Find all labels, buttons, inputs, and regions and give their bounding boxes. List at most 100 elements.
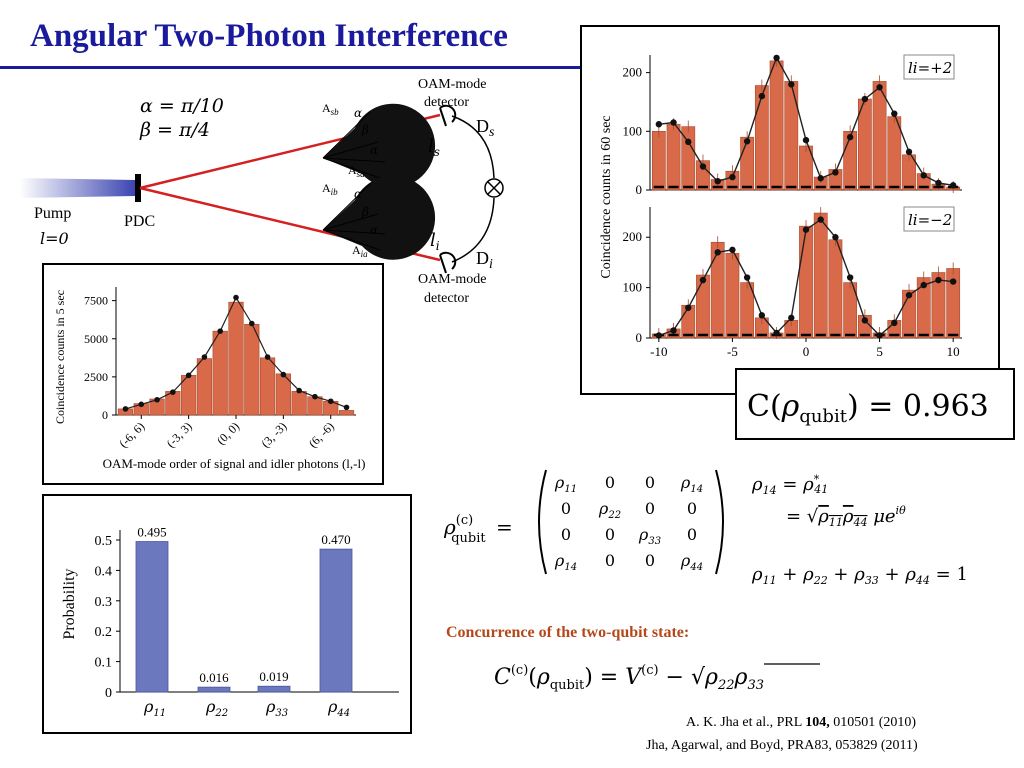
theory-point xyxy=(773,54,780,62)
theory-point xyxy=(729,246,736,254)
y-tick-label: 0.1 xyxy=(95,656,113,671)
theory-point xyxy=(138,401,145,408)
theory-point xyxy=(714,177,721,185)
bar-data-label: 0.470 xyxy=(321,532,350,547)
theory-point xyxy=(743,274,751,281)
beta-mark-bottom: β xyxy=(361,205,369,219)
theory-point xyxy=(343,404,350,411)
theory-point xyxy=(699,276,707,284)
pump-label: Pump xyxy=(34,205,71,222)
alpha-equation: α = π/10 xyxy=(140,95,224,117)
matrix-cell: ρ33 xyxy=(638,525,661,547)
theory-point xyxy=(327,398,334,405)
y-tick-label: 0.2 xyxy=(95,625,113,640)
y-tick-label: 100 xyxy=(623,280,643,295)
x-tick-label: (-6, 6) xyxy=(116,419,147,450)
x-category-label: ρ33 xyxy=(265,697,288,719)
theory-point xyxy=(891,319,898,327)
y-tick-label: 7500 xyxy=(84,294,108,308)
probability-y-axis-label: Probability xyxy=(61,568,78,639)
top-detector-label-2: detector xyxy=(424,95,469,110)
coincidence-circuit-icon xyxy=(484,178,504,198)
theory-point xyxy=(861,317,869,324)
pump-beam xyxy=(20,178,136,198)
bar xyxy=(651,131,666,191)
x-tick-label: 5 xyxy=(876,344,883,359)
concurrence-formula: C(c)(ρqubit) = V(c) − √ρ22ρ33 xyxy=(494,663,820,693)
theory-point xyxy=(949,278,957,285)
detector-i-icon xyxy=(439,251,457,270)
y-tick-label: 0.3 xyxy=(95,595,113,610)
matrix-cell: 0 xyxy=(561,525,571,544)
top-detector-label-1: OAM-mode xyxy=(418,77,486,92)
theory-point xyxy=(743,138,751,145)
bar xyxy=(244,323,260,416)
concurrence-title: Concurrence of the two-qubit state: xyxy=(446,624,690,641)
beta-mark-top: β xyxy=(361,123,369,137)
theory-point xyxy=(154,396,160,403)
oam-spectrum-chart: Coincidence counts in 5 sec 0 2500 5000 7500… xyxy=(53,287,365,471)
theory-point xyxy=(817,175,824,182)
ds-label: Ds xyxy=(476,116,495,140)
theory-point xyxy=(714,249,721,256)
theory-point xyxy=(312,393,318,400)
theory-point xyxy=(699,163,707,170)
reference-1: A. K. Jha et al., PRL 104, 010501 (2010) xyxy=(686,715,917,730)
theory-point xyxy=(949,182,957,189)
bar xyxy=(799,225,813,339)
x-tick-label: -5 xyxy=(727,344,738,359)
y-tick-label: 200 xyxy=(623,229,643,244)
y-tick-label: 5000 xyxy=(84,332,108,346)
bar xyxy=(754,85,769,191)
matrix-cell: 0 xyxy=(687,525,697,544)
concurrence-formula-text: C(c)(ρqubit) = V(c) − √ρ22ρ33 xyxy=(494,663,764,693)
bar xyxy=(740,136,755,191)
theory-point xyxy=(817,216,824,223)
theory-point xyxy=(846,133,854,141)
beta-equation: β = π/4 xyxy=(139,119,210,141)
theory-point xyxy=(264,354,271,360)
spectrum-y-axis-label: Coincidence counts in 5 sec xyxy=(53,290,67,424)
bottom-detector-label-1: OAM-mode xyxy=(418,272,486,287)
x-category-label: ρ44 xyxy=(327,697,350,719)
probability-bar xyxy=(257,685,291,693)
theory-point xyxy=(233,294,239,301)
rho-lhs: ρ(c) qubit = xyxy=(443,513,513,546)
detector-s-icon xyxy=(439,104,457,123)
fringe-panel: Coincidence counts in 60 sec 0 100 200 li=+2… xyxy=(580,25,1000,395)
setup-diagram: α = π/10 β = π/4 Pump l=0 PDC Asb α β α … xyxy=(20,77,504,306)
trace-equation: ρ11 + ρ22 + ρ33 + ρ44 = 1 xyxy=(751,564,968,587)
alpha-mark-mid: α xyxy=(370,143,378,157)
bar xyxy=(769,60,784,191)
bar xyxy=(828,239,843,339)
a-ib-label: Aib xyxy=(322,181,338,197)
bar xyxy=(887,116,902,191)
matrix-cell: 0 xyxy=(645,499,655,518)
theory-point xyxy=(935,179,942,187)
matrix-cell: 0 xyxy=(605,473,615,492)
slide-title: Angular Two-Photon Interference xyxy=(30,18,508,54)
alpha-mark-top: α xyxy=(354,106,362,120)
theory-point xyxy=(920,172,927,179)
theory-point xyxy=(122,406,129,412)
bar xyxy=(228,301,244,416)
theory-point xyxy=(248,320,255,327)
theory-point xyxy=(280,371,287,378)
matrix-cell: 0 xyxy=(645,473,655,492)
y-tick-label: 0 xyxy=(105,686,112,701)
theory-point xyxy=(296,387,302,394)
theory-point xyxy=(832,234,839,241)
theory-point xyxy=(729,173,736,181)
matrix-cell: 0 xyxy=(561,499,571,518)
matrix-cells: ρ11 0 0 ρ14 0 ρ22 0 0 0 0 ρ33 0 ρ14 0 0 ρ44 xyxy=(554,473,703,573)
pdc-crystal xyxy=(135,174,141,202)
x-category-label: ρ11 xyxy=(143,697,166,719)
theory-point xyxy=(876,84,883,91)
bottom-detector-label-2: detector xyxy=(424,291,469,306)
fringe-y-axis-label: Coincidence counts in 60 sec xyxy=(599,115,614,278)
x-tick-label: (0, 0) xyxy=(214,419,242,447)
bar-data-label: 0.495 xyxy=(137,525,166,540)
probability-panel: Probability 0 0.1 0.2 0.3 0.4 0.5 0.495 ρ11 0.016… xyxy=(42,494,412,734)
bar xyxy=(710,241,725,339)
